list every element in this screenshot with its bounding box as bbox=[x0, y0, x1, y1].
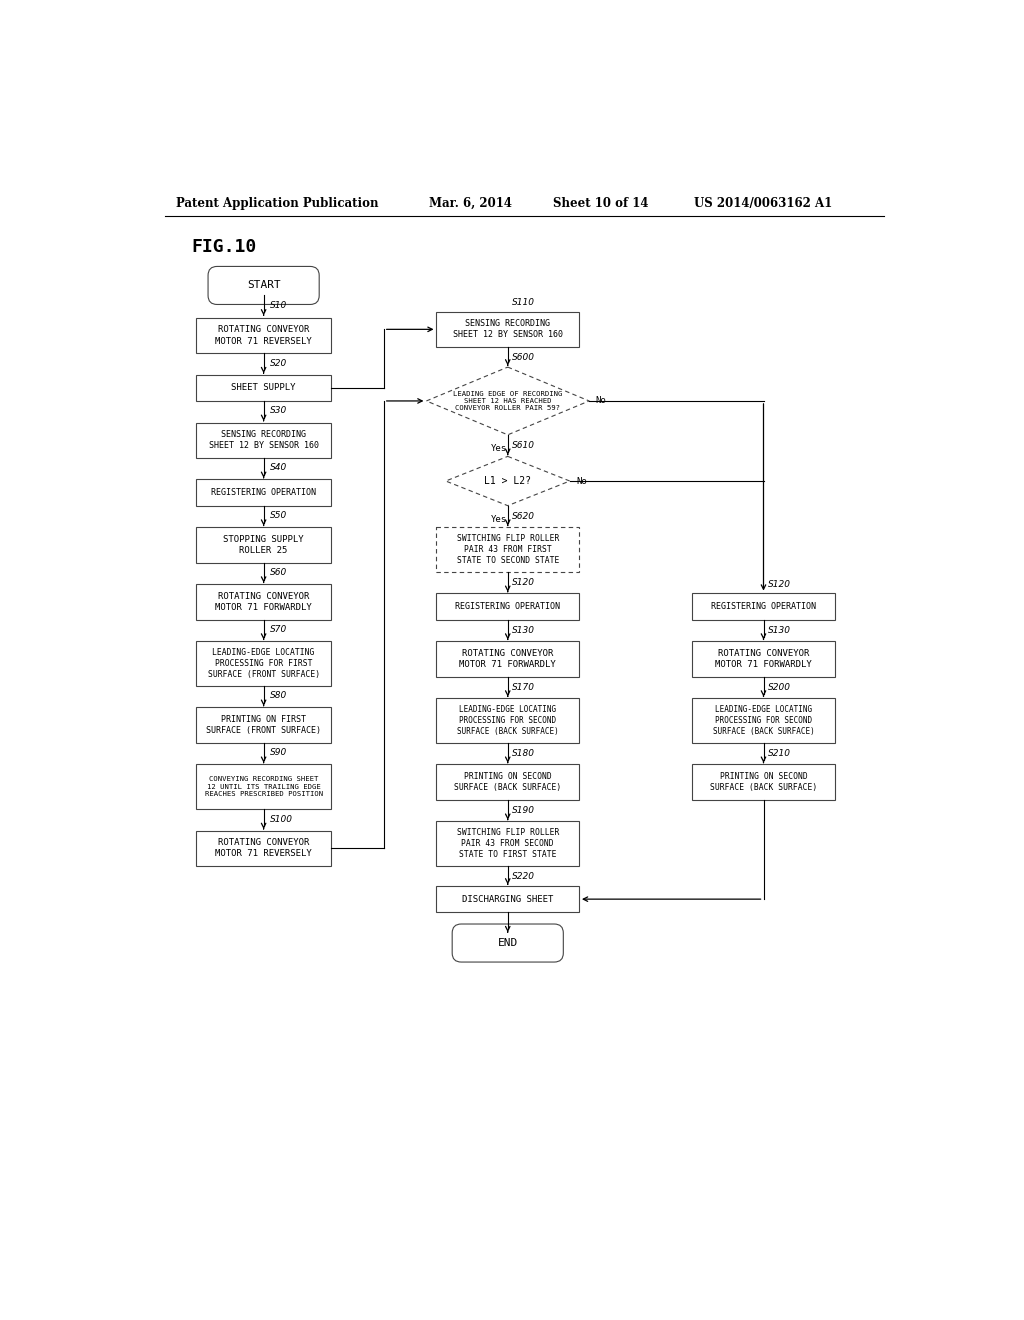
Text: S130: S130 bbox=[768, 626, 792, 635]
Text: No: No bbox=[575, 477, 587, 486]
Text: START: START bbox=[247, 280, 281, 290]
Bar bbox=[196, 318, 332, 354]
Text: REGISTERING OPERATION: REGISTERING OPERATION bbox=[211, 488, 316, 498]
Bar bbox=[196, 479, 332, 506]
Bar bbox=[692, 764, 836, 800]
Text: S30: S30 bbox=[270, 407, 287, 416]
Text: No: No bbox=[595, 396, 606, 405]
Bar bbox=[196, 708, 332, 743]
Bar bbox=[196, 375, 332, 401]
Text: Yes: Yes bbox=[490, 444, 507, 453]
Bar bbox=[436, 642, 580, 677]
Text: Patent Application Publication: Patent Application Publication bbox=[176, 197, 379, 210]
Text: S100: S100 bbox=[270, 814, 293, 824]
Text: ROTATING CONVEYOR
MOTOR 71 FORWARDLY: ROTATING CONVEYOR MOTOR 71 FORWARDLY bbox=[460, 649, 556, 669]
Text: S50: S50 bbox=[270, 511, 287, 520]
Text: STOPPING SUPPLY
ROLLER 25: STOPPING SUPPLY ROLLER 25 bbox=[223, 535, 304, 554]
Text: SWITCHING FLIP ROLLER
PAIR 43 FROM SECOND
STATE TO FIRST STATE: SWITCHING FLIP ROLLER PAIR 43 FROM SECON… bbox=[457, 828, 559, 859]
Text: Yes: Yes bbox=[490, 515, 507, 524]
Text: Mar. 6, 2014: Mar. 6, 2014 bbox=[429, 197, 512, 210]
Text: S170: S170 bbox=[512, 682, 536, 692]
Text: LEADING-EDGE LOCATING
PROCESSING FOR FIRST
SURFACE (FRONT SURFACE): LEADING-EDGE LOCATING PROCESSING FOR FIR… bbox=[208, 648, 319, 678]
Bar bbox=[196, 585, 332, 619]
Text: REGISTERING OPERATION: REGISTERING OPERATION bbox=[711, 602, 816, 611]
Text: S70: S70 bbox=[270, 626, 287, 634]
Text: L1 > L2?: L1 > L2? bbox=[484, 477, 531, 486]
Text: DISCHARGING SHEET: DISCHARGING SHEET bbox=[462, 895, 553, 904]
Text: LEADING EDGE OF RECORDING
SHEET 12 HAS REACHED
CONVEYOR ROLLER PAIR 59?: LEADING EDGE OF RECORDING SHEET 12 HAS R… bbox=[453, 391, 562, 411]
Text: LEADING-EDGE LOCATING
PROCESSING FOR SECOND
SURFACE (BACK SURFACE): LEADING-EDGE LOCATING PROCESSING FOR SEC… bbox=[457, 705, 559, 737]
Text: PRINTING ON SECOND
SURFACE (BACK SURFACE): PRINTING ON SECOND SURFACE (BACK SURFACE… bbox=[710, 772, 817, 792]
Text: US 2014/0063162 A1: US 2014/0063162 A1 bbox=[693, 197, 831, 210]
Text: S610: S610 bbox=[512, 441, 536, 450]
FancyBboxPatch shape bbox=[453, 924, 563, 962]
Text: END: END bbox=[498, 939, 518, 948]
Bar bbox=[436, 527, 580, 572]
Text: ROTATING CONVEYOR
MOTOR 71 FORWARDLY: ROTATING CONVEYOR MOTOR 71 FORWARDLY bbox=[715, 649, 812, 669]
Text: Sheet 10 of 14: Sheet 10 of 14 bbox=[553, 197, 648, 210]
Bar bbox=[436, 764, 580, 800]
Bar bbox=[196, 527, 332, 562]
Text: S180: S180 bbox=[512, 750, 536, 758]
Text: S80: S80 bbox=[270, 692, 287, 701]
Bar bbox=[436, 698, 580, 743]
Text: SWITCHING FLIP ROLLER
PAIR 43 FROM FIRST
STATE TO SECOND STATE: SWITCHING FLIP ROLLER PAIR 43 FROM FIRST… bbox=[457, 535, 559, 565]
Text: S620: S620 bbox=[512, 512, 536, 521]
Text: ROTATING CONVEYOR
MOTOR 71 FORWARDLY: ROTATING CONVEYOR MOTOR 71 FORWARDLY bbox=[215, 591, 312, 612]
Bar bbox=[436, 821, 580, 866]
Text: REGISTERING OPERATION: REGISTERING OPERATION bbox=[456, 602, 560, 611]
Text: S210: S210 bbox=[768, 750, 792, 758]
Text: S10: S10 bbox=[270, 301, 287, 310]
Bar bbox=[196, 422, 332, 458]
Bar bbox=[436, 886, 580, 912]
FancyBboxPatch shape bbox=[208, 267, 319, 305]
Text: S40: S40 bbox=[270, 463, 287, 473]
Bar bbox=[196, 830, 332, 866]
Text: LEADING-EDGE LOCATING
PROCESSING FOR SECOND
SURFACE (BACK SURFACE): LEADING-EDGE LOCATING PROCESSING FOR SEC… bbox=[713, 705, 814, 737]
Bar bbox=[692, 642, 836, 677]
Text: S20: S20 bbox=[270, 359, 287, 368]
Text: S90: S90 bbox=[270, 748, 287, 758]
Text: S200: S200 bbox=[768, 682, 792, 692]
Text: S190: S190 bbox=[512, 807, 536, 814]
Text: PRINTING ON FIRST
SURFACE (FRONT SURFACE): PRINTING ON FIRST SURFACE (FRONT SURFACE… bbox=[206, 715, 322, 735]
Text: SENSING RECORDING
SHEET 12 BY SENSOR 160: SENSING RECORDING SHEET 12 BY SENSOR 160 bbox=[209, 430, 318, 450]
Bar bbox=[692, 594, 836, 619]
Text: ROTATING CONVEYOR
MOTOR 71 REVERSELY: ROTATING CONVEYOR MOTOR 71 REVERSELY bbox=[215, 838, 312, 858]
Bar bbox=[196, 642, 332, 686]
Text: CONVEYING RECORDING SHEET
12 UNTIL ITS TRAILING EDGE
REACHES PRESCRIBED POSITION: CONVEYING RECORDING SHEET 12 UNTIL ITS T… bbox=[205, 776, 323, 797]
Polygon shape bbox=[426, 367, 589, 434]
Text: S220: S220 bbox=[512, 873, 536, 882]
Bar bbox=[196, 764, 332, 809]
Bar bbox=[436, 312, 580, 347]
Text: SENSING RECORDING
SHEET 12 BY SENSOR 160: SENSING RECORDING SHEET 12 BY SENSOR 160 bbox=[453, 319, 563, 339]
Text: PRINTING ON SECOND
SURFACE (BACK SURFACE): PRINTING ON SECOND SURFACE (BACK SURFACE… bbox=[454, 772, 561, 792]
Bar bbox=[436, 594, 580, 619]
Polygon shape bbox=[445, 457, 569, 506]
Text: ROTATING CONVEYOR
MOTOR 71 REVERSELY: ROTATING CONVEYOR MOTOR 71 REVERSELY bbox=[215, 326, 312, 346]
Text: FIG.10: FIG.10 bbox=[191, 238, 257, 256]
Text: S120: S120 bbox=[512, 578, 536, 587]
Text: S600: S600 bbox=[512, 354, 536, 362]
Text: S110: S110 bbox=[512, 298, 536, 306]
Text: S60: S60 bbox=[270, 568, 287, 577]
Text: SHEET SUPPLY: SHEET SUPPLY bbox=[231, 383, 296, 392]
Text: S130: S130 bbox=[512, 626, 536, 635]
Text: S120: S120 bbox=[768, 579, 792, 589]
Bar bbox=[692, 698, 836, 743]
